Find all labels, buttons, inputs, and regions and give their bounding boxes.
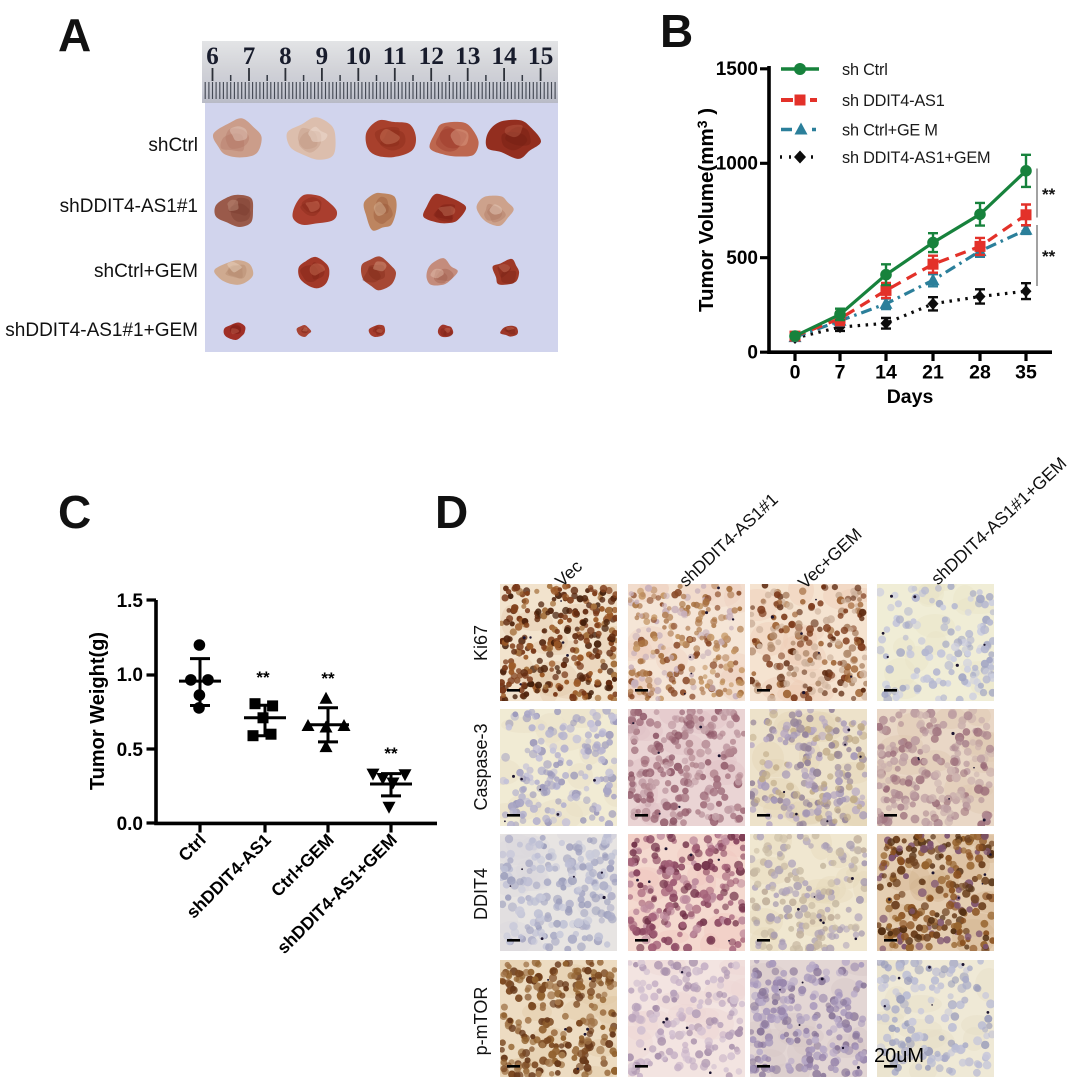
svg-text:1.0: 1.0 — [117, 665, 143, 686]
svg-text:1000: 1000 — [716, 154, 758, 175]
svg-text:21: 21 — [922, 362, 944, 384]
svg-text:7: 7 — [835, 362, 846, 384]
svg-text:14: 14 — [875, 362, 897, 384]
svg-text:8: 8 — [279, 43, 292, 70]
svg-text:0: 0 — [747, 343, 758, 364]
svg-text:15: 15 — [528, 41, 554, 70]
svg-text:12: 12 — [418, 41, 444, 70]
svg-text:10: 10 — [346, 41, 372, 70]
svg-text:35: 35 — [1015, 362, 1037, 384]
svg-text:sh Ctrl+GE M: sh Ctrl+GE M — [842, 121, 938, 139]
svg-text:Tumor Weight(g): Tumor Weight(g) — [87, 632, 109, 790]
svg-text:0.0: 0.0 — [117, 814, 143, 835]
svg-text:sh DDIT4-AS1+GEM: sh DDIT4-AS1+GEM — [842, 149, 990, 167]
svg-text:shDDIT4-AS1+GEM: shDDIT4-AS1+GEM — [273, 830, 401, 958]
svg-text:**: ** — [321, 669, 335, 688]
svg-text:**: ** — [1042, 185, 1056, 204]
svg-text:Ctrl: Ctrl — [174, 830, 209, 865]
svg-text:0.5: 0.5 — [117, 740, 144, 761]
svg-text:Tumor Volume(mm3 ): Tumor Volume(mm3 ) — [694, 108, 718, 312]
svg-text:7: 7 — [243, 43, 256, 70]
svg-text:1500: 1500 — [716, 59, 758, 80]
svg-text:13: 13 — [455, 41, 481, 70]
svg-text:28: 28 — [969, 362, 991, 384]
svg-text:sh Ctrl: sh Ctrl — [842, 61, 888, 79]
svg-text:14: 14 — [491, 41, 517, 70]
svg-text:Days: Days — [887, 386, 934, 408]
svg-text:0: 0 — [790, 362, 801, 384]
svg-text:11: 11 — [383, 41, 407, 70]
svg-text:9: 9 — [316, 43, 329, 70]
svg-text:**: ** — [256, 668, 270, 687]
svg-text:sh DDIT4-AS1: sh DDIT4-AS1 — [842, 92, 945, 110]
svg-text:**: ** — [1042, 247, 1056, 266]
svg-text:6: 6 — [206, 43, 219, 70]
svg-text:**: ** — [384, 744, 398, 763]
svg-text:500: 500 — [726, 248, 758, 269]
svg-text:1.5: 1.5 — [117, 591, 144, 612]
